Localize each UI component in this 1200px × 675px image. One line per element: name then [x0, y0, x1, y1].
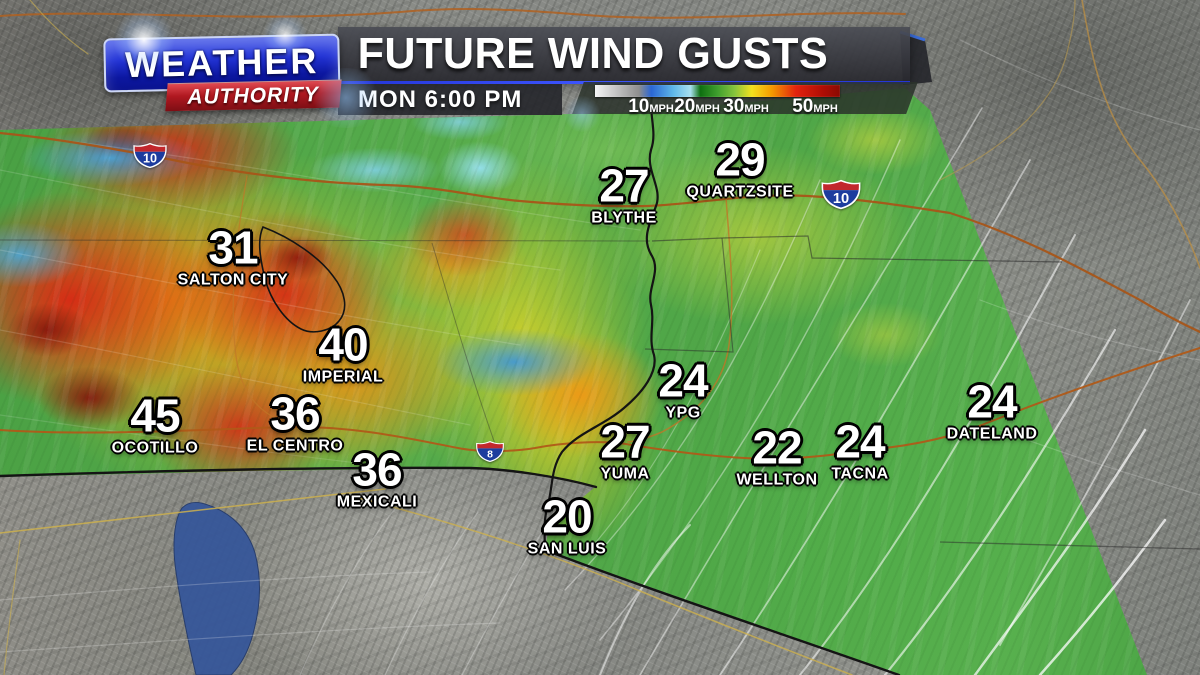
tick-unit: MPH [744, 103, 769, 115]
svg-text:10: 10 [143, 152, 157, 166]
station-name: WELLTON [736, 471, 818, 489]
legend-tick-50mph: 50MPH [792, 96, 838, 118]
tick-value: 50 [792, 96, 814, 117]
station-gust-value: 40 [318, 318, 368, 371]
station-wellton: 22 WELLTON [736, 421, 818, 490]
station-name: EL CENTRO [246, 437, 344, 455]
station-gust-value: 45 [130, 389, 180, 442]
station-gust-value: 27 [600, 415, 650, 468]
svg-text:8: 8 [487, 449, 493, 461]
station-gust-value: 20 [542, 490, 592, 543]
interstate-10-shield-icon: 10 [820, 179, 862, 216]
interstate-shield-icon: 10 [821, 179, 861, 210]
station-dateland: 24 DATELAND [946, 375, 1038, 444]
station-imperial: 40 IMPERIAL [302, 318, 384, 387]
station-name: OCOTILLO [111, 439, 199, 457]
station-name: YUMA [600, 465, 650, 483]
station-gust-value: 24 [658, 354, 708, 407]
station-name: QUARTZSITE [686, 183, 794, 201]
timestamp: MON 6:00 PM [358, 85, 523, 113]
station-salton-city: 31 SALTON CITY [177, 221, 289, 290]
station-gust-value: 31 [208, 221, 258, 274]
station-name: YPG [665, 404, 701, 422]
wind-speed-legend: 10MPH 20MPH 30MPH 50MPH [572, 82, 918, 117]
weather-authority-logo: WEATHER AUTHORITY [99, 27, 351, 117]
station-gust-value: 27 [599, 159, 649, 212]
station-name: SALTON CITY [177, 271, 289, 289]
tick-unit: MPH [695, 103, 720, 115]
station-name: SAN LUIS [527, 540, 607, 558]
station-mexicali: 36 MEXICALI [336, 443, 418, 512]
timestamp-chip: MON 6:00 PM [338, 84, 562, 115]
station-gust-value: 24 [835, 415, 885, 468]
legend-tick-labels: 10MPH 20MPH 30MPH 50MPH [578, 96, 912, 117]
station-el-centro: 36 EL CENTRO [246, 387, 344, 456]
legend-tick-30mph: 30MPH [723, 96, 769, 118]
station-ocotillo: 45 OCOTILLO [111, 389, 199, 458]
page-title: FUTURE WIND GUSTS [357, 29, 829, 78]
title-bar: FUTURE WIND GUSTS [338, 27, 910, 81]
svg-text:10: 10 [833, 191, 849, 207]
legend-tick-10mph: 10MPH [628, 96, 674, 118]
station-gust-value: 36 [352, 443, 402, 496]
interstate-10-shield-icon: 10 [132, 142, 168, 174]
logo-authority-box: AUTHORITY [165, 79, 342, 112]
tick-unit: MPH [649, 103, 674, 115]
station-blythe: 27 BLYTHE [591, 159, 657, 228]
logo-line2: AUTHORITY [187, 82, 320, 109]
station-gust-value: 22 [752, 421, 802, 474]
station-tacna: 24 TACNA [831, 415, 889, 484]
interstate-8-shield-icon: 8 [475, 440, 505, 468]
tick-value: 20 [674, 96, 696, 117]
tick-value: 10 [628, 96, 650, 117]
station-name: TACNA [831, 465, 889, 483]
station-quartzsite: 29 QUARTZSITE [686, 133, 794, 202]
interstate-shield-icon: 10 [133, 142, 167, 169]
tick-unit: MPH [813, 103, 838, 115]
tick-value: 30 [723, 96, 745, 117]
station-gust-value: 29 [715, 133, 765, 186]
legend-tick-20mph: 20MPH [674, 96, 720, 118]
station-san-luis: 20 SAN LUIS [527, 490, 607, 559]
station-name: DATELAND [946, 425, 1038, 443]
station-name: MEXICALI [336, 493, 418, 511]
station-ypg: 24 YPG [658, 354, 708, 423]
station-yuma: 27 YUMA [600, 415, 650, 484]
station-gust-value: 36 [270, 387, 320, 440]
station-gust-value: 24 [967, 375, 1017, 428]
station-name: BLYTHE [591, 209, 657, 227]
legend-gradient-bar [595, 85, 840, 97]
station-name: IMPERIAL [302, 368, 384, 386]
logo-line1: WEATHER [124, 40, 319, 86]
interstate-shield-icon: 8 [476, 441, 504, 462]
